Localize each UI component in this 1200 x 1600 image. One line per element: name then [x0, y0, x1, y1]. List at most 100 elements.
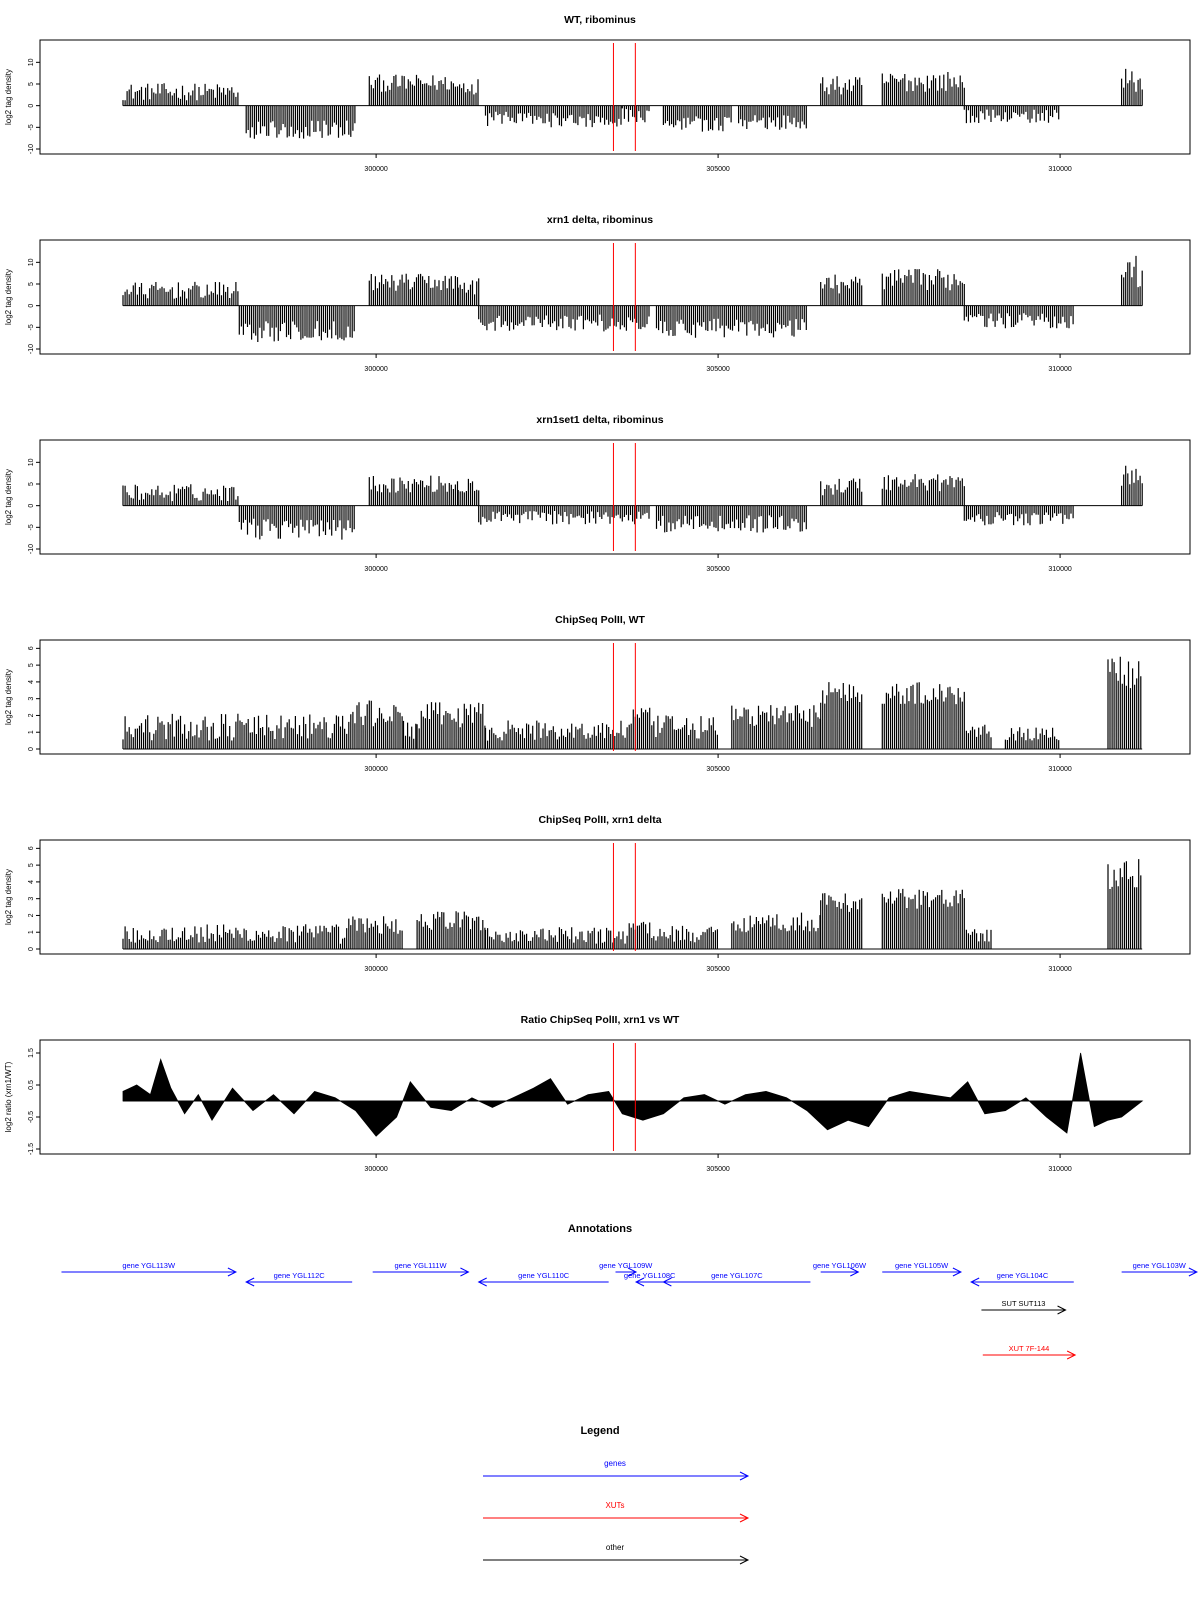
annotation-label: gene YGL103W — [1133, 1261, 1187, 1270]
arrow-head — [477, 1277, 487, 1287]
y-tick-label: 0 — [28, 747, 35, 751]
annotation-gene: gene YGL112C — [245, 1271, 353, 1287]
x-tick-label: 300000 — [364, 366, 387, 373]
panel-ratio-chipseq: Ratio ChipSeq PolII, xrn1 vs WT log2 rati… — [4, 1014, 1191, 1173]
annotation-gene: gene YGL104C — [970, 1271, 1074, 1287]
y-tick-label: -10 — [28, 144, 35, 154]
legend-item-other: other — [483, 1543, 750, 1565]
signal-bars — [122, 859, 1142, 949]
annotation-label: gene YGL108C — [624, 1271, 676, 1280]
plot-frame — [39, 639, 1191, 755]
panel-title: xrn1set1 delta, ribominus — [536, 414, 663, 426]
y-tick-label: 5 — [28, 82, 35, 86]
y-tick-label: 5 — [28, 282, 35, 286]
y-tick-label: -5 — [28, 324, 35, 330]
x-tick-label: 305000 — [706, 366, 729, 373]
y-tick-label: -5 — [28, 524, 35, 530]
annotation-gene: gene YGL103W — [1121, 1261, 1198, 1277]
ratio-area — [122, 1052, 1144, 1137]
legend-label: other — [606, 1543, 625, 1552]
x-tick-label: 300000 — [364, 566, 387, 573]
arrow-head — [245, 1277, 255, 1287]
plot-frame — [39, 839, 1191, 955]
annotation-label: gene YGL112C — [274, 1271, 326, 1280]
y-tick-label: 2 — [28, 713, 35, 717]
x-tick-label: 310000 — [1048, 566, 1071, 573]
annotation-label: gene YGL110C — [518, 1271, 570, 1280]
annotation-label: gene YGL105W — [895, 1261, 949, 1270]
x-tick-label: 300000 — [364, 966, 387, 973]
legend: Legend genes XUTs other — [483, 1425, 750, 1565]
panel-chipseq-xrn1: ChipSeq PolII, xrn1 delta log2 tag densit… — [4, 814, 1191, 973]
y-tick-label: 10 — [28, 58, 35, 66]
signal-bars — [122, 465, 1143, 540]
annotation-other: SUT SUT113 — [981, 1299, 1067, 1315]
y-tick-label: 10 — [28, 258, 35, 266]
y-tick-label: -5 — [28, 124, 35, 130]
legend-items: genes XUTs other — [483, 1459, 750, 1565]
annotation-xut: XUT 7F-144 — [982, 1344, 1077, 1360]
annotation-items: gene YGL113W gene YGL112C gene YGL111W gene… — [61, 1261, 1198, 1360]
annotation-gene: gene YGL106W — [813, 1261, 867, 1277]
y-tick-label: 4 — [28, 680, 35, 684]
x-tick-label: 305000 — [706, 766, 729, 773]
arrow-head — [850, 1267, 860, 1277]
x-tick-label: 305000 — [706, 566, 729, 573]
y-tick-label: 6 — [28, 646, 35, 650]
y-axis-label: log2 tag density — [4, 669, 13, 725]
y-tick-label: 4 — [28, 880, 35, 884]
annotation-gene: gene YGL108C — [624, 1271, 676, 1287]
annotation-label: gene YGL109W — [599, 1261, 653, 1270]
y-tick-label: -10 — [28, 544, 35, 554]
arrow-head — [460, 1267, 470, 1277]
y-axis-label: log2 tag density — [4, 469, 13, 525]
x-tick-label: 310000 — [1048, 966, 1071, 973]
arrow-head — [739, 1513, 750, 1523]
y-tick-label: 6 — [28, 846, 35, 850]
arrow-head — [634, 1277, 645, 1287]
y-tick-label: 1 — [28, 730, 35, 734]
legend-item-xut: XUTs — [483, 1501, 750, 1523]
y-tick-label: 3 — [28, 897, 35, 901]
annotation-gene: gene YGL105W — [882, 1261, 963, 1277]
y-tick-label: 1 — [28, 930, 35, 934]
panel-title: ChipSeq PolII, WT — [555, 614, 645, 626]
y-tick-label: 5 — [28, 663, 35, 667]
x-tick-label: 310000 — [1048, 1166, 1071, 1173]
arrow-head — [739, 1471, 750, 1481]
y-tick-label: 2 — [28, 913, 35, 917]
x-tick-label: 310000 — [1048, 366, 1071, 373]
annotation-gene: gene YGL109W — [599, 1261, 653, 1277]
x-tick-label: 300000 — [364, 766, 387, 773]
annotations-track: Annotations gene YGL113W gene YGL112C gene… — [61, 1223, 1198, 1360]
annotation-label: XUT 7F-144 — [1009, 1344, 1050, 1353]
plot-frame — [39, 39, 1191, 155]
y-tick-label: 1.5 — [28, 1048, 35, 1058]
y-tick-label: 5 — [28, 863, 35, 867]
y-tick-label: -0.5 — [28, 1111, 35, 1123]
x-tick-label: 310000 — [1048, 766, 1071, 773]
legend-label: genes — [604, 1459, 626, 1468]
y-tick-label: -10 — [28, 344, 35, 354]
y-tick-label: 0 — [28, 304, 35, 308]
plot-frame — [39, 239, 1191, 355]
annotation-label: gene YGL113W — [122, 1261, 176, 1270]
arrow-head — [627, 1267, 638, 1277]
panel-title: xrn1 delta, ribominus — [547, 214, 653, 226]
plot-frame — [39, 1039, 1191, 1155]
annotation-gene: gene YGL113W — [61, 1261, 238, 1277]
arrow-head — [1057, 1305, 1067, 1315]
annotations-title: Annotations — [568, 1223, 632, 1235]
x-tick-label: 305000 — [706, 1166, 729, 1173]
signal-bars — [122, 255, 1143, 342]
panel-chipseq-wt: ChipSeq PolII, WT log2 tag density 0 1 2 3 4 5 6… — [4, 614, 1191, 773]
x-tick-label: 305000 — [706, 166, 729, 173]
panel-xrn1-ribominus: xrn1 delta, ribominus log2 tag density -10… — [4, 214, 1191, 373]
y-tick-label: 0 — [28, 947, 35, 951]
x-tick-label: 305000 — [706, 966, 729, 973]
arrow-head — [739, 1555, 750, 1565]
x-tick-label: 300000 — [364, 166, 387, 173]
y-tick-label: 0.5 — [28, 1080, 35, 1090]
arrow-head — [227, 1267, 238, 1277]
